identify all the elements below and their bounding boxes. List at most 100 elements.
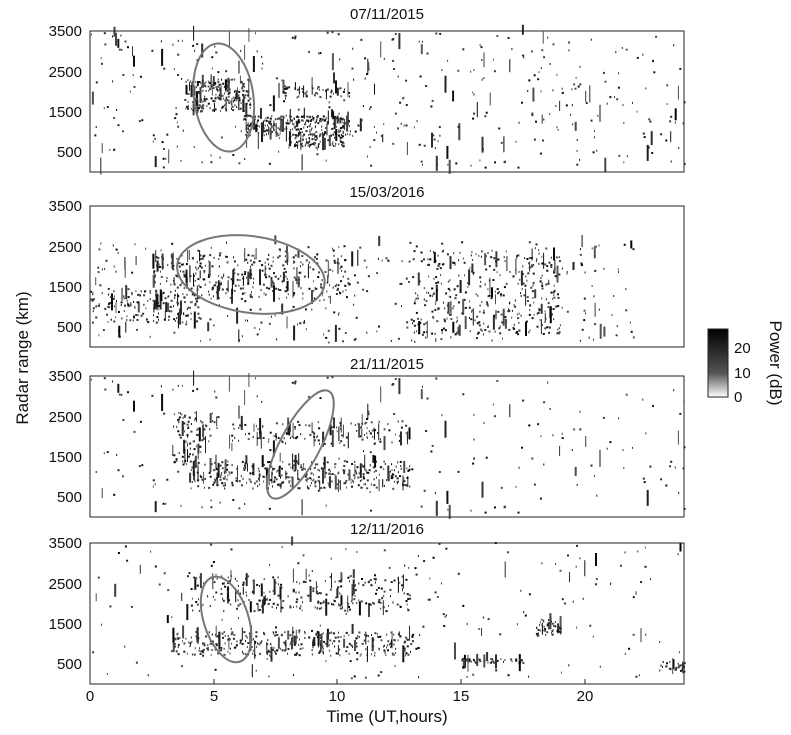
panel-4-echo-cell-362: [339, 592, 341, 595]
panel-1-echo-cell-622: [124, 40, 127, 43]
panel-2-echo-cell-192: [166, 277, 168, 279]
panel-2-echo-cell-415: [344, 284, 347, 287]
panel-2-echo-cell-1163: [552, 308, 555, 310]
panel-2-echo-cell-405: [199, 286, 202, 289]
panel-3-echo-cell-320: [399, 460, 402, 463]
panel-1-echo-cell-769: [484, 115, 487, 118]
panel-2-echo-cell-1011: [533, 313, 535, 316]
panel-2-echo-cell-1169: [487, 326, 489, 328]
panel-4-echo-cell-372: [393, 579, 396, 582]
panel-3-echo-cell-398: [383, 484, 385, 487]
panel-3-echo-cell-137: [297, 478, 300, 481]
panel-2-echo-cell-1142: [449, 313, 452, 316]
panel-1-echo-cell-509: [338, 143, 340, 146]
panel-4-echo-cell-920: [355, 637, 358, 640]
panel-1-echo-cell-575: [348, 91, 351, 94]
panel-3-echo-cell-220: [302, 467, 305, 470]
panel-2-echo-cell-498: [437, 281, 440, 284]
panel-4-echo-cell-186: [419, 634, 421, 637]
panel-2-echo-cell-567: [505, 282, 508, 285]
panel-1-echo-cell-181: [247, 94, 249, 97]
panel-3-echo-cell-619: [121, 393, 123, 396]
panel-4-echo-cell-795: [360, 600, 363, 603]
panel-4-echo-cell-549: [370, 584, 373, 587]
panel-1-echo-cell-298: [336, 115, 339, 124]
panel-2-echo-cell-794: [500, 294, 502, 296]
panel-4-echo-cell-807: [624, 652, 626, 655]
panel-2-echo-cell-922: [211, 286, 214, 289]
panel-4-echo-cell-262: [248, 632, 250, 635]
panel-3-echo-cell-632: [192, 389, 195, 392]
panel-1-echo-cell-434: [290, 115, 292, 118]
panel-4-echo-cell-610: [319, 592, 321, 594]
panel-2-echo-cell-154: [153, 300, 156, 310]
panel-4-echo-cell-729: [674, 668, 677, 671]
panel-4-echo-cell-864: [220, 646, 223, 649]
panel-1-echo-cell-580: [312, 87, 314, 90]
panel-3-echo-cell-791: [90, 378, 92, 381]
panel-1-echo-cell-648: [339, 58, 341, 61]
panel-4-echo-cell-284: [372, 638, 375, 641]
panel-4-echo-cell-17: [374, 651, 376, 654]
panel-2-echo-cell-449: [282, 271, 285, 282]
panel-4-echo-cell-521: [402, 574, 404, 589]
panel-2-echo-cell-905: [135, 256, 137, 266]
panel-3-echo-cell-385: [306, 480, 308, 483]
panel-4-echo-cell-563: [340, 585, 343, 588]
panel-4-echo-cell-275: [227, 638, 229, 641]
panel-4-echo-cell-399: [374, 581, 376, 584]
panel-3-echo-cell-596: [212, 420, 214, 423]
panel-3-echo-cell-500: [233, 427, 235, 430]
panel-2-echo-cell-135: [113, 295, 115, 298]
panel-2-echo-cell-635: [528, 257, 531, 259]
panel-2-echo-cell-806: [454, 297, 457, 300]
panel-4-echo-cell-256: [339, 648, 341, 651]
panel-4-echo-cell-766: [171, 650, 173, 653]
panel-3-echo-cell-652: [117, 469, 120, 472]
panel-2-echo-cell-261: [249, 268, 252, 279]
panel-2-echo-cell-357: [286, 280, 289, 291]
panel-3-echo-cell-693: [116, 453, 118, 456]
panel-1-echo-cell-366: [289, 108, 291, 119]
panel-3-echo-cell-521: [405, 432, 407, 435]
panel-1-echo-cell-470: [245, 121, 247, 132]
panel-2-echo-cell-748: [420, 260, 423, 263]
panel-3-echo-cell-794: [181, 384, 183, 387]
panel-2-echo-cell-501: [483, 322, 485, 325]
panel-3-echo-cell-536: [268, 438, 270, 441]
panel-1-echo-cell-1023: [623, 161, 625, 164]
panel-2-echo-cell-688: [523, 294, 526, 297]
panel-1-echo-cell-471: [269, 127, 272, 140]
panel-1-echo-cell-293: [273, 124, 275, 127]
panel-4-echo-cell-379: [292, 568, 294, 583]
panel-1-echo-cell-599: [322, 89, 324, 91]
panel-2-echo-cell-317: [233, 289, 236, 292]
panel-4-echo-cell-429: [317, 601, 320, 604]
panel-2-echo-cell-110: [177, 313, 179, 316]
panel-2-echo-cell-369: [283, 267, 286, 270]
panel-2-echo-cell-1103: [450, 313, 452, 316]
panel-1-echo-cell-962: [492, 58, 494, 61]
panel-1-echo-cell-117: [203, 84, 206, 87]
panel-3-echo-cell-806: [618, 417, 620, 420]
panel-1-echo-cell-909: [677, 85, 679, 100]
panel-3-echo-cell-57: [181, 455, 184, 458]
panel-2-echo-cell-1153: [406, 326, 409, 329]
panel-2-echo-cell-20: [108, 302, 110, 305]
panel-2-echo-cell-158: [173, 318, 176, 321]
panel-1-echo-cell-280: [283, 128, 285, 131]
panel-3-echo-cell-705: [602, 416, 605, 419]
panel-3-echo-cell-290: [197, 485, 200, 488]
panel-2-echo-cell-230: [166, 280, 168, 283]
panel-2-echo-cell-1001: [411, 339, 413, 342]
panel-3-echo-cell-346: [281, 467, 283, 470]
panel-1-echo-cell-845: [540, 90, 542, 93]
panel-4-echo-cell-221: [196, 637, 198, 640]
panel-2-echo-cell-302: [179, 284, 182, 287]
panel-1-echo-cell-537: [298, 140, 300, 143]
panel-2-echo-cell-1069: [490, 256, 493, 259]
panel-1-echo-cell-676: [540, 67, 542, 70]
panel-3-echo-cell-302: [403, 460, 406, 473]
panel-1-echo-cell-394: [261, 122, 264, 134]
panel-2-echo-cell-68: [107, 305, 110, 308]
